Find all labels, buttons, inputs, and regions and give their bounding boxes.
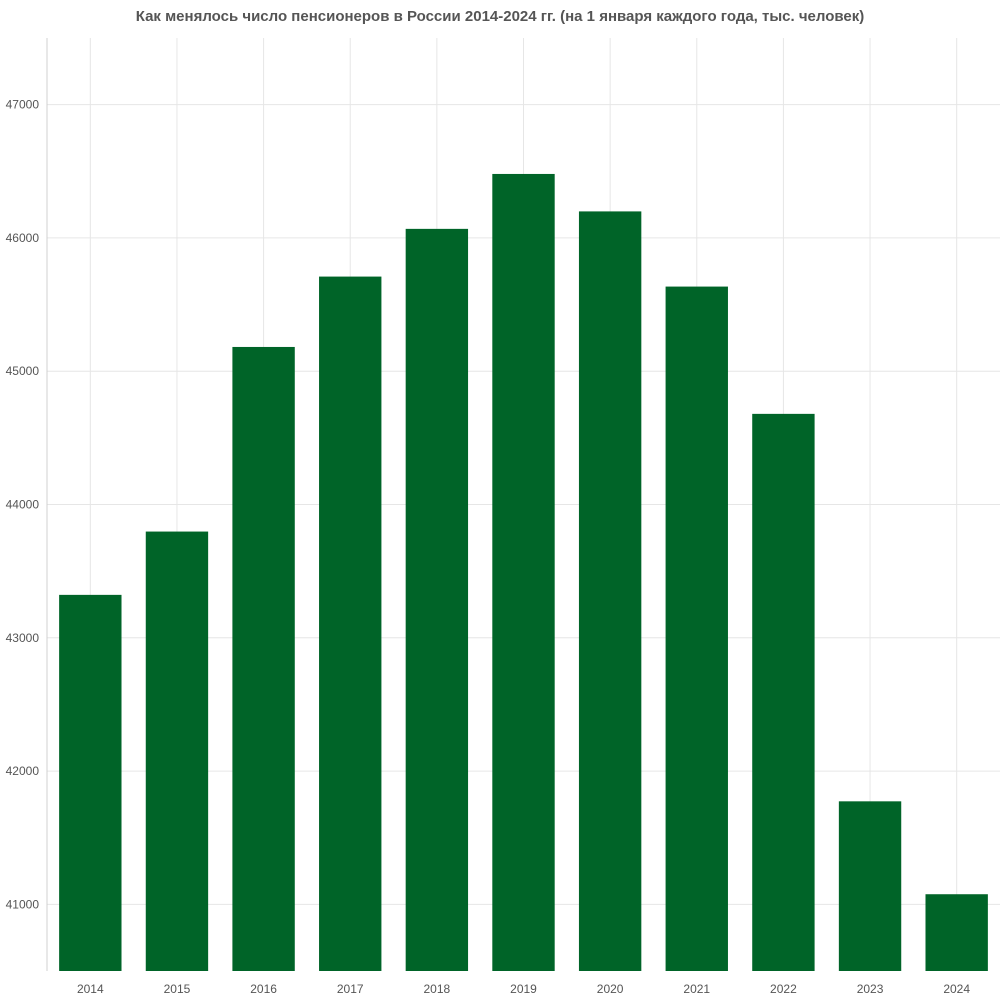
x-tick-label: 2014 xyxy=(77,982,104,996)
x-tick-label: 2021 xyxy=(683,982,710,996)
x-tick-label: 2022 xyxy=(770,982,797,996)
x-tick-label: 2019 xyxy=(510,982,537,996)
y-axis: 41000 42000 43000 44000 45000 46000 47000 xyxy=(6,38,48,971)
y-tick-label: 43000 xyxy=(6,631,40,645)
x-tick-label: 2024 xyxy=(943,982,970,996)
bar-2022 xyxy=(752,413,815,971)
x-tick-label: 2023 xyxy=(857,982,884,996)
bar-2019 xyxy=(492,173,555,972)
y-tick-label: 45000 xyxy=(6,364,40,378)
bars-layer xyxy=(59,173,988,972)
bar-2021 xyxy=(665,286,728,971)
x-tick-label: 2017 xyxy=(337,982,364,996)
bar-2024 xyxy=(925,894,988,971)
bar-2018 xyxy=(405,228,469,972)
bar-2017 xyxy=(319,276,382,971)
x-tick-label: 2016 xyxy=(250,982,277,996)
y-tick-label: 42000 xyxy=(6,764,40,778)
bar-2023 xyxy=(838,801,902,971)
bar-2014 xyxy=(59,594,122,971)
x-tick-label: 2015 xyxy=(164,982,191,996)
y-tick-label: 46000 xyxy=(6,231,40,245)
x-tick-label: 2018 xyxy=(424,982,451,996)
x-tick-label: 2020 xyxy=(597,982,624,996)
y-tick-label: 41000 xyxy=(6,897,40,911)
y-tick-label: 47000 xyxy=(6,98,40,112)
bar-2015 xyxy=(145,531,209,971)
bar-2016 xyxy=(232,346,295,971)
chart-title: Как менялось число пенсионеров в России … xyxy=(135,8,865,25)
x-axis: 2014 2015 2016 2017 2018 2019 2020 2021 2022 2023… xyxy=(77,982,970,996)
y-tick-label: 44000 xyxy=(6,498,40,512)
bar-2020 xyxy=(578,211,642,971)
